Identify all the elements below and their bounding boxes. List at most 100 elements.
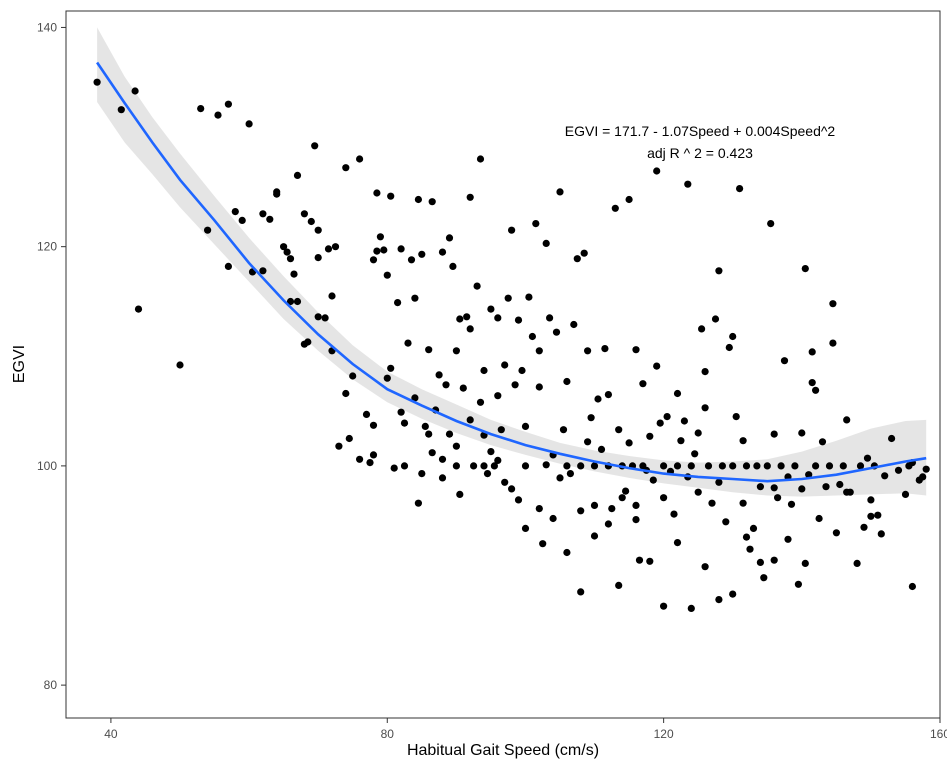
x-tick-label: 40: [104, 727, 118, 741]
data-point: [881, 472, 889, 480]
data-point: [639, 380, 647, 388]
data-point: [808, 348, 816, 356]
data-point: [487, 305, 495, 313]
data-point: [435, 371, 443, 379]
data-point: [867, 496, 875, 504]
x-tick-label: 160: [930, 727, 947, 741]
data-point: [390, 464, 398, 472]
data-point: [383, 374, 391, 382]
data-point: [856, 462, 865, 470]
data-point: [259, 210, 267, 218]
data-point: [490, 462, 498, 470]
data-point: [801, 265, 809, 273]
data-point: [660, 462, 668, 470]
data-point: [466, 325, 474, 333]
data-point: [584, 347, 592, 355]
data-point: [445, 234, 454, 242]
data-point: [760, 574, 768, 582]
data-point: [863, 454, 872, 462]
data-point: [787, 500, 796, 508]
data-point: [508, 226, 516, 234]
data-point: [480, 366, 488, 375]
data-point: [691, 450, 699, 458]
data-point: [649, 476, 657, 484]
data-point: [369, 421, 378, 429]
data-point: [684, 180, 692, 188]
data-point: [314, 313, 322, 321]
data-point: [708, 499, 716, 507]
data-point: [843, 488, 851, 496]
data-point: [646, 557, 654, 565]
data-point: [324, 245, 333, 253]
data-point: [653, 167, 661, 175]
data-point: [214, 111, 222, 119]
data-point: [601, 345, 609, 353]
data-point: [611, 204, 619, 212]
data-point: [711, 315, 720, 323]
data-point: [501, 478, 509, 486]
data-point: [131, 87, 139, 95]
data-point: [290, 270, 298, 278]
data-point: [635, 556, 644, 564]
data-point: [293, 171, 302, 179]
data-point: [349, 372, 357, 380]
data-point: [438, 455, 447, 463]
fit-line: [96, 61, 927, 483]
data-point: [746, 545, 754, 553]
data-point: [704, 462, 713, 470]
data-point: [442, 381, 450, 389]
data-point: [286, 255, 295, 263]
data-point: [812, 462, 820, 470]
data-point: [736, 185, 744, 193]
data-point: [394, 299, 402, 307]
data-point: [373, 189, 381, 197]
data-point: [452, 462, 460, 470]
data-point: [342, 389, 350, 398]
y-tick-label: 100: [37, 459, 57, 473]
data-point: [812, 386, 820, 394]
data-point: [625, 439, 633, 447]
data-point: [836, 480, 844, 489]
data-point: [376, 233, 384, 241]
data-point: [369, 451, 378, 459]
data-point: [445, 430, 454, 438]
data-point: [822, 483, 830, 491]
data-point: [888, 434, 896, 443]
data-point: [397, 408, 405, 416]
y-tick-label: 120: [37, 240, 57, 254]
data-point: [197, 105, 205, 113]
data-point: [456, 315, 464, 323]
data-point: [843, 416, 851, 424]
data-point: [577, 588, 585, 596]
data-point: [428, 198, 436, 206]
data-point: [815, 514, 823, 523]
data-point: [756, 483, 765, 491]
data-point: [494, 314, 502, 322]
data-point: [525, 293, 533, 301]
data-point: [563, 548, 571, 557]
data-point: [480, 462, 488, 470]
data-point: [604, 391, 613, 399]
data-point: [259, 267, 267, 275]
data-point: [425, 430, 433, 438]
data-point: [919, 473, 927, 481]
data-point: [508, 485, 516, 493]
data-point: [380, 246, 388, 254]
data-point: [770, 430, 778, 438]
data-point: [404, 339, 412, 347]
data-point: [646, 432, 654, 440]
data-point: [922, 465, 930, 473]
data-point: [687, 604, 695, 613]
data-point: [456, 490, 464, 498]
data-point: [798, 485, 806, 493]
data-point: [729, 462, 737, 470]
data-point: [818, 438, 827, 446]
y-tick-label: 80: [44, 678, 58, 692]
data-point: [418, 250, 426, 258]
data-point: [331, 243, 340, 251]
data-point: [369, 256, 378, 264]
data-point: [328, 292, 336, 300]
data-point: [425, 346, 433, 354]
data-point: [266, 215, 274, 223]
